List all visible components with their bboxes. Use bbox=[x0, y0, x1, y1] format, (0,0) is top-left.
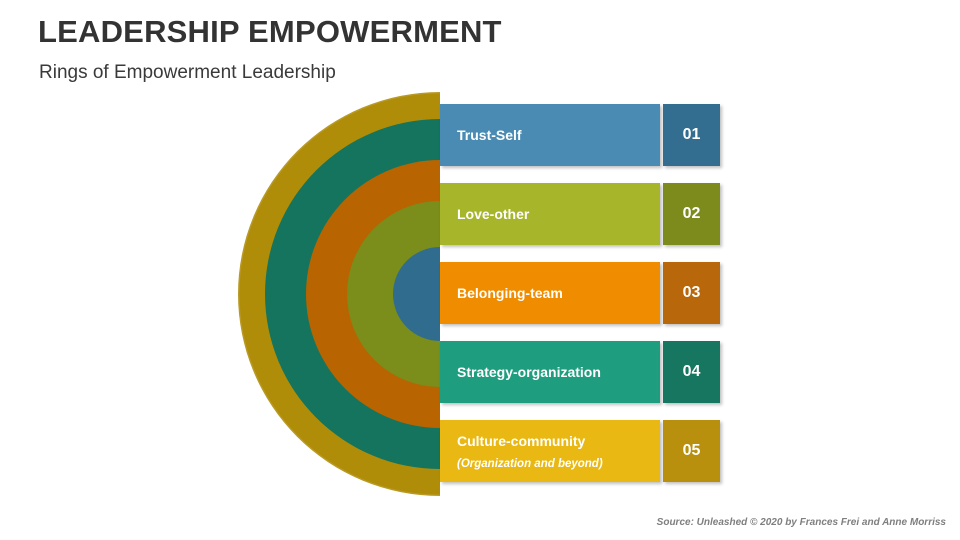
level-number: 03 bbox=[663, 262, 720, 324]
level-number: 01 bbox=[663, 104, 720, 166]
page-title: LEADERSHIP EMPOWERMENT bbox=[38, 14, 502, 49]
rings-diagram bbox=[236, 90, 440, 498]
ring-trust-self bbox=[393, 247, 440, 341]
level-number: 02 bbox=[663, 183, 720, 245]
page-subtitle: Rings of Empowerment Leadership bbox=[39, 62, 336, 83]
ring-highlight-culture bbox=[236, 90, 440, 498]
level-row-love-other: Love-other 02 bbox=[440, 183, 722, 245]
level-label-box: Trust-Self bbox=[440, 104, 660, 166]
level-number: 04 bbox=[663, 341, 720, 403]
level-sublabel: (Organization and beyond) bbox=[457, 457, 603, 470]
level-row-belonging-team: Belonging-team 03 bbox=[440, 262, 722, 324]
level-label: Trust-Self bbox=[457, 127, 522, 143]
level-label-box: Love-other bbox=[440, 183, 660, 245]
level-label-box: Belonging-team bbox=[440, 262, 660, 324]
level-label: Strategy-organization bbox=[457, 364, 601, 380]
level-row-culture-community: Culture-community (Organization and beyo… bbox=[440, 420, 722, 482]
level-label: Love-other bbox=[457, 206, 530, 222]
level-label-box: Culture-community (Organization and beyo… bbox=[440, 420, 660, 482]
level-row-trust-self: Trust-Self 01 bbox=[440, 104, 722, 166]
level-label-box: Strategy-organization bbox=[440, 341, 660, 403]
level-label: Belonging-team bbox=[457, 285, 563, 301]
source-citation: Source: Unleashed © 2020 by Frances Frei… bbox=[656, 517, 946, 528]
level-row-strategy-organization: Strategy-organization 04 bbox=[440, 341, 722, 403]
level-number: 05 bbox=[663, 420, 720, 482]
level-label: Culture-community bbox=[457, 432, 586, 449]
